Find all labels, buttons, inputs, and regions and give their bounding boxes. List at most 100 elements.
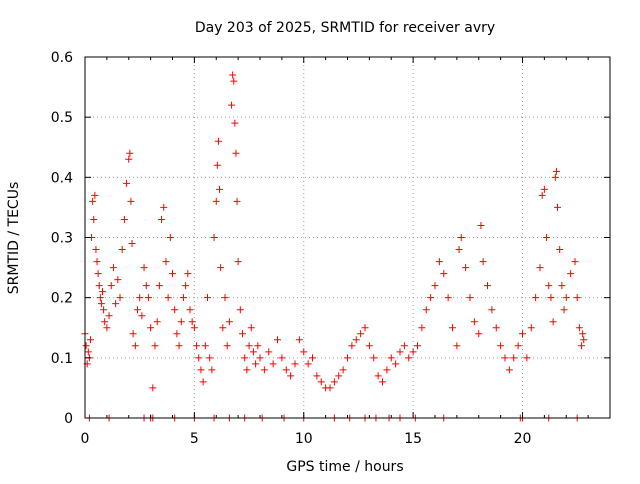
- data-point: [554, 203, 561, 211]
- data-point: [552, 167, 560, 175]
- data-point: [155, 282, 163, 290]
- data-point: [558, 282, 566, 290]
- data-point: [475, 330, 483, 338]
- data-point: [118, 246, 126, 254]
- data-point: [232, 149, 240, 157]
- data-point: [269, 360, 277, 368]
- data-point: [99, 288, 106, 296]
- data-point: [287, 372, 295, 380]
- data-point: [392, 360, 400, 368]
- data-point: [519, 330, 526, 338]
- data-point: [103, 324, 111, 332]
- y-tick-label: 0.6: [51, 50, 73, 66]
- data-point: [357, 330, 365, 338]
- x-tick-label: 0: [81, 431, 90, 447]
- y-tick-label: 0.5: [51, 110, 73, 126]
- data-point: [120, 215, 128, 223]
- data-point: [387, 354, 395, 362]
- y-axis-label: SRMTID / TECUs: [6, 182, 22, 295]
- data-point: [497, 342, 505, 350]
- y-tick-label: 0: [64, 411, 73, 427]
- data-point: [239, 330, 246, 338]
- data-point: [92, 246, 100, 254]
- x-tick-label: 20: [514, 431, 532, 447]
- data-point: [379, 378, 386, 386]
- data-point: [374, 372, 382, 380]
- data-point: [193, 342, 201, 350]
- data-point: [84, 348, 92, 356]
- data-point: [536, 264, 544, 272]
- data-point: [195, 354, 203, 362]
- data-point: [96, 294, 104, 302]
- data-point: [549, 318, 557, 326]
- data-point: [138, 312, 146, 320]
- data-point: [100, 306, 108, 314]
- data-point: [295, 336, 303, 344]
- data-point: [440, 270, 448, 278]
- data-point: [234, 258, 242, 266]
- data-point: [326, 384, 334, 392]
- data-point: [477, 221, 485, 229]
- data-point: [93, 258, 101, 266]
- data-point: [166, 234, 174, 241]
- data-point: [291, 360, 299, 368]
- data-point: [89, 197, 97, 205]
- data-point: [95, 282, 103, 290]
- data-point: [128, 240, 136, 248]
- data-point: [90, 215, 98, 223]
- data-point: [169, 270, 176, 278]
- x-axis-label: GPS time / hours: [286, 459, 403, 475]
- y-tick-label: 0.2: [51, 291, 73, 307]
- chart-title: Day 203 of 2025, SRMTID for receiver avr…: [195, 20, 495, 36]
- x-tick-label: 10: [295, 431, 313, 447]
- x-tick-label: 5: [190, 431, 199, 447]
- data-point: [335, 372, 343, 380]
- data-points: [81, 71, 588, 422]
- data-point: [457, 234, 465, 241]
- data-point: [365, 342, 373, 350]
- data-point: [160, 203, 168, 211]
- data-point: [317, 378, 325, 386]
- data-point: [179, 294, 187, 302]
- data-point: [241, 354, 249, 362]
- data-point: [184, 270, 192, 278]
- data-point: [532, 294, 540, 302]
- data-point: [282, 366, 290, 374]
- data-point: [101, 318, 109, 326]
- data-point: [470, 318, 478, 326]
- data-point: [361, 324, 369, 332]
- data-point: [175, 342, 183, 350]
- data-point: [578, 342, 586, 350]
- data-point: [414, 342, 421, 350]
- data-point: [418, 324, 426, 332]
- data-point: [212, 197, 220, 205]
- data-point: [543, 234, 551, 241]
- y-tick-label: 0.1: [51, 351, 73, 367]
- data-point: [214, 137, 222, 145]
- data-point: [514, 342, 522, 350]
- data-point: [219, 324, 227, 332]
- data-point: [304, 360, 312, 368]
- data-point: [134, 306, 141, 314]
- data-point: [435, 258, 443, 266]
- data-point: [256, 354, 264, 362]
- data-point: [223, 342, 231, 350]
- data-point: [190, 324, 198, 332]
- data-point: [260, 366, 268, 374]
- data-point: [431, 282, 439, 290]
- data-point: [221, 294, 229, 302]
- data-point: [249, 348, 257, 356]
- data-point: [579, 330, 587, 338]
- data-point: [204, 294, 211, 302]
- data-point: [153, 318, 161, 326]
- data-point: [210, 234, 218, 241]
- data-point: [370, 354, 378, 362]
- data-point: [571, 258, 579, 266]
- data-point: [109, 264, 117, 272]
- data-point: [556, 246, 564, 254]
- data-point: [492, 324, 500, 332]
- data-point: [243, 366, 251, 374]
- data-point: [140, 264, 148, 272]
- data-point: [230, 77, 238, 85]
